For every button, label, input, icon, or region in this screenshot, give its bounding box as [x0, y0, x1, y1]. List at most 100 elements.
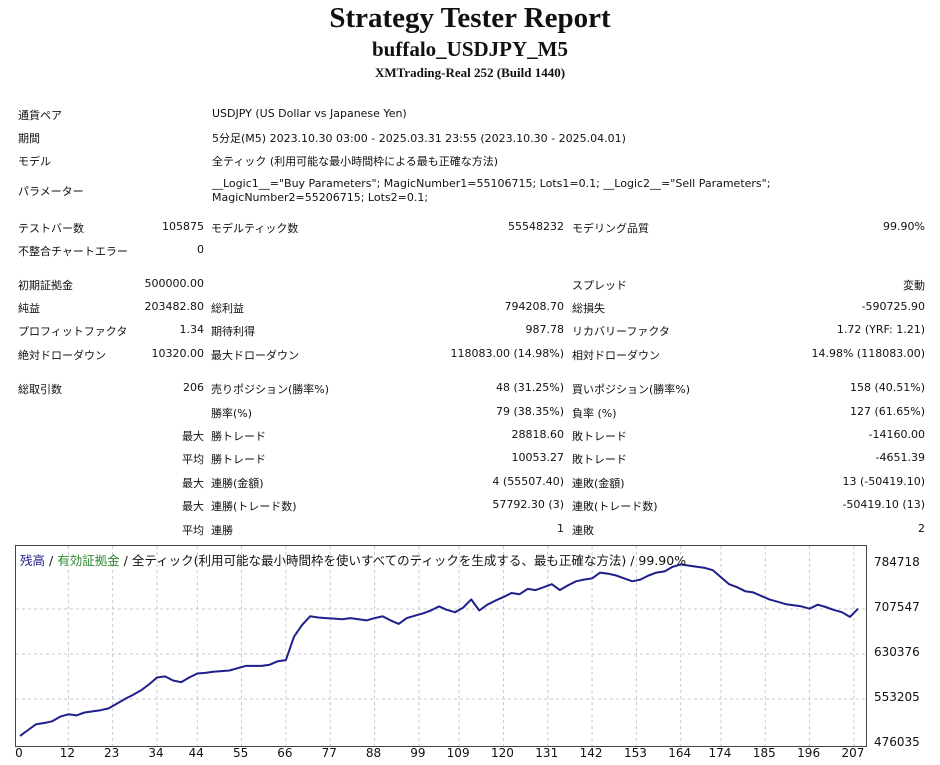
x-tick-label: 131 — [535, 746, 559, 760]
x-tick-label: 34 — [148, 746, 164, 760]
stat-label: 連勝(トレード数) — [211, 500, 297, 513]
balance-chart — [15, 545, 867, 747]
stat-value: -14160.00 — [868, 428, 925, 441]
x-tick-label: 88 — [365, 746, 382, 760]
server-build: XMTrading-Real 252 (Build 1440) — [374, 65, 566, 80]
x-tick-label: 153 — [623, 746, 647, 760]
stat-label: 連勝(金額) — [211, 477, 264, 490]
stat-label: 負率 (%) — [572, 407, 617, 420]
x-tick-label: 142 — [579, 746, 603, 760]
stat-value: 変動 — [903, 279, 925, 292]
legend-equity: 有効証拠金 — [57, 553, 120, 568]
x-tick-label: 0 — [15, 746, 23, 760]
stat-value: 28818.60 — [511, 428, 565, 441]
stat-value: 79 (38.35%) — [495, 405, 564, 418]
stat-value: 127 (61.65%) — [849, 405, 925, 418]
stat-qualifier: 最大 — [182, 430, 204, 443]
stat-label: 買いポジション(勝率%) — [572, 383, 691, 396]
info-label: 通貨ペア — [18, 109, 62, 122]
stat-value: 48 (31.25%) — [495, 381, 564, 394]
stat-label: 総利益 — [211, 302, 244, 315]
stat-value: 987.78 — [525, 323, 565, 336]
stat-label: 勝トレード — [211, 453, 266, 466]
stat-value: 105875 — [162, 220, 204, 233]
x-tick-label: 23 — [104, 746, 120, 760]
legend-balance: 残高 — [20, 553, 46, 568]
x-tick-label: 44 — [188, 746, 204, 760]
stat-label: 敗トレード — [572, 430, 627, 443]
x-tick-label: 109 — [446, 746, 470, 760]
x-tick-label: 185 — [752, 746, 776, 760]
stat-label: 相対ドローダウン — [572, 349, 660, 362]
y-tick-label: 630376 — [874, 645, 920, 659]
stat-value: 4 (55507.40) — [492, 475, 564, 488]
stat-value: 57792.30 (3) — [492, 498, 564, 511]
stat-label: 売りポジション(勝率%) — [211, 383, 330, 396]
stat-label: 期待利得 — [211, 325, 255, 338]
stat-value: 794208.70 — [504, 300, 565, 313]
stat-label: 勝トレード — [211, 430, 266, 443]
stat-value: 1.34 — [179, 323, 205, 336]
x-tick-label: 77 — [321, 746, 337, 760]
chart-plot — [16, 546, 866, 746]
x-tick-label: 207 — [841, 746, 865, 760]
stat-value: 55548232 — [508, 220, 564, 233]
info-value: 5分足(M5) 2023.10.30 03:00 - 2025.03.31 23… — [212, 132, 626, 145]
stat-label: 総取引数 — [18, 383, 62, 396]
info-value: 全ティック (利用可能な最小時間枠による最も正確な方法) — [212, 155, 499, 168]
stat-value: 500000.00 — [144, 277, 205, 290]
stat-value: 1.72 (YRF: 1.21) — [836, 323, 925, 336]
x-tick-label: 55 — [232, 746, 249, 760]
stat-value: -590725.90 — [861, 300, 925, 313]
stat-value: 14.98% (118083.00) — [811, 347, 925, 360]
stat-value: 10320.00 — [151, 347, 205, 360]
stat-label: プロフィットファクタ — [18, 325, 128, 338]
stat-value: 0 — [197, 243, 204, 256]
stat-qualifier: 平均 — [182, 524, 204, 537]
stat-value: 206 — [183, 381, 204, 394]
y-tick-label: 707547 — [874, 600, 920, 614]
stat-value: 203482.80 — [144, 300, 205, 313]
stat-label: 純益 — [18, 302, 40, 315]
report-title: Strategy Tester Report — [329, 2, 611, 34]
info-label: パラメーター — [18, 185, 84, 198]
info-value: USDJPY (US Dollar vs Japanese Yen) — [212, 107, 407, 120]
stat-value: 10053.27 — [511, 451, 565, 464]
balance-series-line — [19, 563, 859, 737]
stat-qualifier: 最大 — [182, 477, 204, 490]
stat-label: 総損失 — [572, 302, 605, 315]
chart-legend: 残高 / 有効証拠金 / 全ティック(利用可能な最小時間枠を使いすべてのティック… — [20, 550, 686, 569]
y-tick-label: 553205 — [874, 690, 920, 704]
stat-label: モデルティック数 — [211, 222, 299, 235]
stat-label: 最大ドローダウン — [211, 349, 299, 362]
x-tick-label: 99 — [410, 746, 426, 760]
x-tick-label: 174 — [708, 746, 732, 760]
stat-label: テストバー数 — [18, 222, 84, 235]
info-value: __Logic1__="Buy Parameters"; MagicNumber… — [212, 177, 771, 204]
x-tick-label: 164 — [668, 746, 692, 760]
x-tick-label: 120 — [490, 746, 514, 760]
info-label: 期間 — [18, 132, 40, 145]
stat-qualifier: 最大 — [182, 500, 204, 513]
stat-value: 13 (-50419.10) — [842, 475, 925, 488]
x-tick-label: 66 — [277, 746, 293, 760]
stat-label: リカバリーファクタ — [572, 325, 670, 338]
stats-table: テストバー数 105875 モデルティック数 55548232 モデリング品質 … — [18, 220, 925, 537]
y-tick-label: 476035 — [874, 735, 920, 749]
stat-value: 2 — [918, 522, 925, 535]
info-label: モデル — [18, 155, 51, 168]
stat-value: 118083.00 (14.98%) — [450, 347, 564, 360]
x-tick-label: 12 — [59, 746, 75, 760]
x-tick-label: 196 — [797, 746, 821, 760]
stat-label: スプレッド — [572, 279, 627, 292]
report-subtitle: buffalo_USDJPY_M5 — [371, 37, 568, 61]
stat-label: 敗トレード — [572, 453, 627, 466]
stat-label: 不整合チャートエラー — [18, 245, 128, 258]
stat-label: 絶対ドローダウン — [18, 349, 106, 362]
stat-value: -50419.10 (13) — [842, 498, 925, 511]
stat-label: 初期証拠金 — [18, 279, 73, 292]
stat-label: モデリング品質 — [572, 222, 649, 235]
legend-model-quality: 全ティック(利用可能な最小時間枠を使いすべてのティックを生成する、最も正確な方法… — [131, 553, 687, 568]
stat-value: -4651.39 — [875, 451, 925, 464]
legend-separator: / — [119, 553, 132, 568]
